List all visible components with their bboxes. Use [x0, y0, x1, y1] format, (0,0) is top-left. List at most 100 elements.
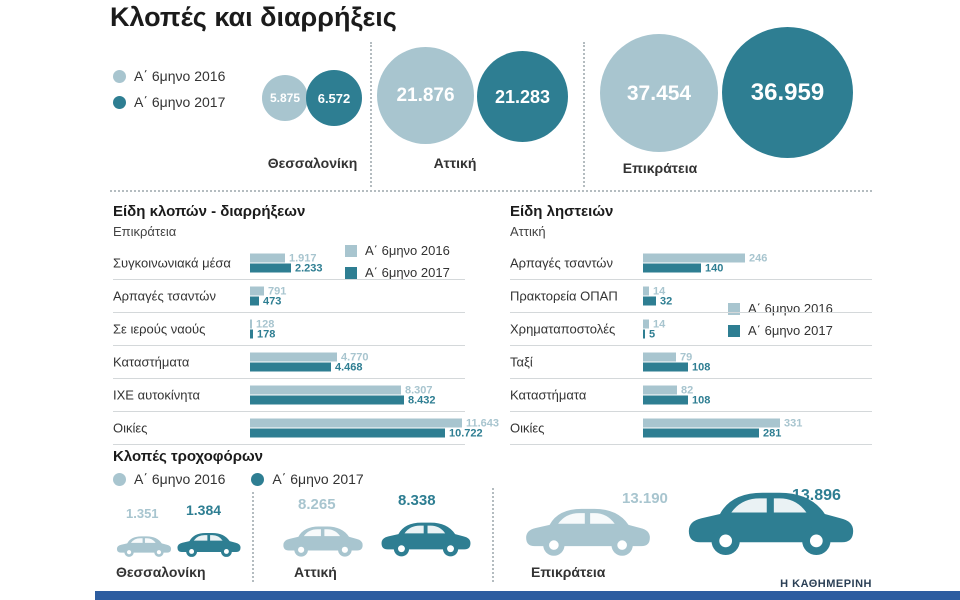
bar-2016: 82 — [643, 384, 693, 396]
bar-value: 8.432 — [408, 394, 436, 406]
bubble-thessaloniki-2016: 5.875 — [262, 75, 308, 121]
bubble-epikrateia-2017: 36.959 — [722, 27, 853, 158]
legend-label-2016: Α΄ 6μηνο 2016 — [365, 243, 450, 258]
chart-theft-types-subtitle: Επικράτεια — [113, 224, 177, 239]
vehicle-group-label-attiki: Αττική — [294, 564, 337, 580]
bar-row: Συγκοινωνιακά μέσα 1.917 2.233 — [113, 247, 465, 280]
bar-value: 11.643 — [466, 417, 500, 429]
bar-category-label: Σε ιερούς ναούς — [113, 321, 206, 337]
bar-row: Καταστήματα 4.770 4.468 — [113, 346, 465, 379]
bar-category-label: ΙΧΕ αυτοκίνητα — [113, 387, 200, 403]
bar-value: 791 — [268, 285, 287, 297]
vehicle-value-thessaloniki-2017: 1.384 — [186, 502, 222, 518]
bar-pair: 1.917 2.233 — [250, 252, 323, 274]
bar-category-label: Χρηματαποστολές — [510, 321, 616, 337]
footer-bar — [95, 591, 960, 600]
bar-category-label: Καταστήματα — [510, 387, 587, 403]
legend-dot-2016-icon — [113, 472, 126, 486]
publisher-credit: Η ΚΑΘΗΜΕΡΙΝΗ — [780, 578, 872, 590]
bar-pair: 82 108 — [643, 384, 710, 406]
bar-pair: 791 473 — [250, 285, 286, 307]
bubble-group-label-attiki: Αττική — [433, 155, 477, 171]
legend-swatch-2016-icon — [345, 244, 357, 257]
bar-2017: 4.468 — [250, 361, 363, 373]
bar-category-label: Οικίες — [510, 420, 545, 436]
bar-2017: 5 — [643, 328, 655, 340]
bar-pair: 8.307 8.432 — [250, 384, 436, 406]
bar-row: Ταξί 79 108 — [510, 346, 872, 379]
bar-pair: 79 108 — [643, 351, 710, 373]
bar-pair: 331 281 — [643, 417, 802, 439]
legend-item-2016: Α΄ 6μηνο 2016 — [345, 243, 450, 258]
vehicle-value-epikrateia-2017: 13.896 — [792, 487, 841, 504]
bar-row: Πρακτορεία ΟΠΑΠ 14 32 — [510, 280, 872, 313]
bar-value: 108 — [692, 394, 711, 406]
bar-2017: 140 — [643, 262, 723, 274]
legend-swatch-2017-icon — [345, 266, 357, 279]
bar-category-label: Ταξί — [510, 354, 533, 370]
bar-2017: 10.722 — [250, 427, 483, 439]
bar-2016: 8.307 — [250, 384, 433, 396]
divider-horizontal-dotted — [110, 190, 872, 192]
legend-item-2017: Α΄ 6μηνο 2017 — [728, 323, 833, 338]
bar-2016: 1.917 — [250, 252, 317, 264]
bubble-epikrateia-2016: 37.454 — [600, 34, 718, 152]
legend-main: Α΄ 6μηνο 2016 Α΄ 6μηνο 2017 — [113, 68, 225, 110]
legend-label-2017: Α΄ 6μηνο 2017 — [365, 265, 450, 280]
bubble-group-label-epikrateia: Επικράτεια — [622, 160, 698, 176]
car-icon-thessaloniki-2016 — [116, 531, 172, 558]
bar-value: 4.468 — [335, 361, 363, 373]
bar-value: 331 — [784, 417, 803, 429]
bar-pair: 128 178 — [250, 318, 275, 340]
divider-vertical-dotted — [252, 492, 254, 582]
legend-label-2016: Α΄ 6μηνο 2016 — [134, 68, 226, 84]
legend-item-2017: Α΄ 6μηνο 2017 — [345, 265, 450, 280]
bar-2017: 8.432 — [250, 394, 436, 406]
chart-robbery-types-subtitle: Αττική — [510, 224, 546, 239]
car-icon-attiki-2016 — [282, 519, 364, 558]
bar-2016: 4.770 — [250, 351, 369, 363]
bar-pair: 14 32 — [643, 285, 672, 307]
bar-category-label: Αρπαγές τσαντών — [510, 255, 613, 271]
legend-item-2016: Α΄ 6μηνο 2016 — [113, 68, 225, 84]
divider-vertical-dotted — [370, 42, 372, 187]
vehicle-group-label-epikrateia: Επικράτεια — [531, 564, 606, 580]
bar-value: 79 — [680, 351, 693, 363]
bubble-attiki-2017: 21.283 — [477, 51, 568, 142]
legend-item-2017: Α΄ 6μηνο 2017 — [113, 94, 225, 110]
legend-label-2016: Α΄ 6μηνο 2016 — [134, 471, 226, 487]
bar-pair: 14 5 — [643, 318, 665, 340]
bar-value: 178 — [257, 328, 276, 340]
vehicle-value-thessaloniki-2016: 1.351 — [126, 506, 159, 521]
bar-2017: 473 — [250, 295, 281, 307]
bar-2016: 246 — [643, 252, 767, 264]
bar-pair: 246 140 — [643, 252, 767, 274]
bar-value: 4.770 — [341, 351, 369, 363]
chart-robbery-types-title: Είδη ληστειών — [510, 203, 614, 220]
bar-value: 14 — [653, 285, 666, 297]
bar-category-label: Πρακτορεία ΟΠΑΠ — [510, 288, 618, 304]
bar-value: 246 — [749, 252, 768, 264]
bar-row: Καταστήματα 82 108 — [510, 379, 872, 412]
chart-theft-types-legend: Α΄ 6μηνο 2016 Α΄ 6μηνο 2017 — [345, 243, 450, 280]
divider-vertical-dotted — [583, 42, 585, 187]
bar-row: Χρηματαποστολές 14 5 — [510, 313, 872, 346]
bar-row: Οικίες 11.643 10.722 — [113, 412, 499, 445]
divider-vertical-dotted — [492, 488, 494, 582]
chart-robbery-types: Είδη ληστειών Αττική Α΄ 6μηνο 2016 Α΄ 6μ… — [510, 203, 872, 448]
legend-item-2017: Α΄ 6μηνο 2017 — [251, 471, 364, 487]
bar-2016: 14 — [643, 318, 665, 330]
legend-swatch-2016-icon — [728, 302, 740, 315]
bar-value: 281 — [763, 427, 782, 439]
bar-category-label: Καταστήματα — [113, 354, 190, 370]
vehicle-value-attiki-2016: 8.265 — [298, 496, 336, 513]
bar-category-label: Οικίες — [113, 420, 148, 436]
bar-value: 2.233 — [295, 262, 323, 274]
bubble-attiki-2016: 21.876 — [377, 47, 474, 144]
legend-label-2017: Α΄ 6μηνο 2017 — [272, 471, 364, 487]
bar-value: 14 — [653, 318, 666, 330]
legend-label-2017: Α΄ 6μηνο 2017 — [748, 323, 833, 338]
bar-row: ΙΧΕ αυτοκίνητα 8.307 8.432 — [113, 379, 465, 412]
bar-value: 32 — [660, 295, 673, 307]
legend-dot-2016-icon — [113, 69, 126, 83]
